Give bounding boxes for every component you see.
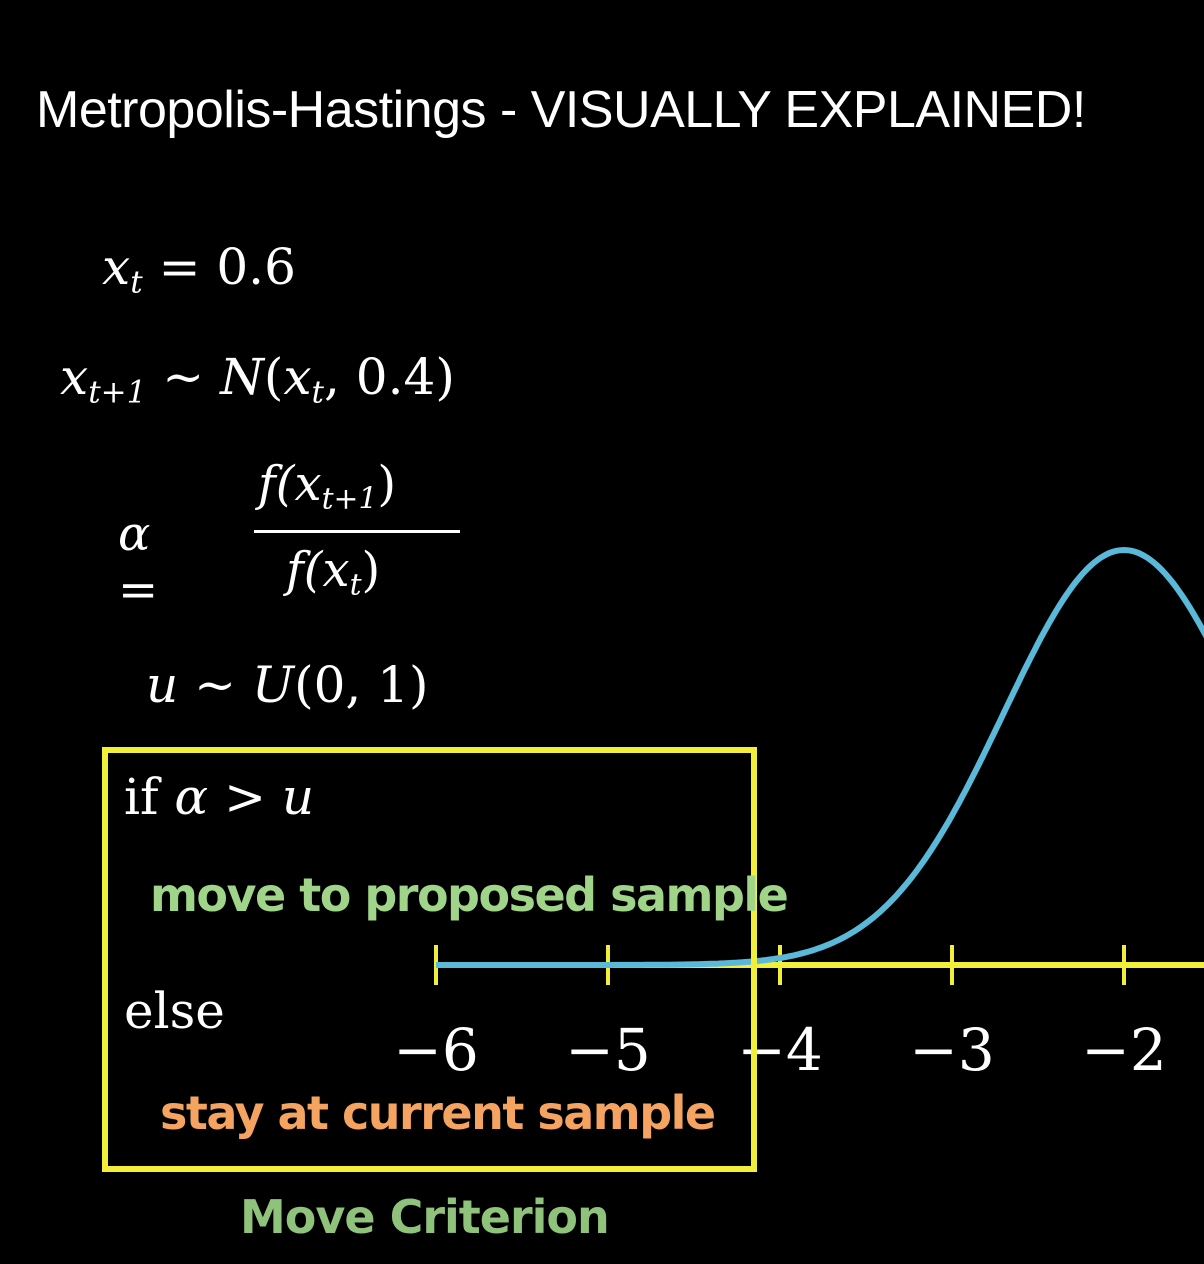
eq4-args: (0, 1)	[294, 656, 429, 714]
equation-uniform: u ~ U(0, 1)	[146, 656, 429, 714]
eq1-var: x	[102, 238, 131, 296]
eq3-den-close: )	[361, 542, 381, 598]
video-title: Metropolis-Hastings - VISUALLY EXPLAINED…	[36, 81, 1086, 139]
if-condition: if α > u	[124, 768, 314, 826]
eq3-den-var: x	[322, 542, 350, 598]
eq1-rhs: = 0.6	[158, 238, 296, 296]
x-tick-label: −5	[565, 1016, 651, 1084]
eq3-num-open: f(	[258, 456, 295, 512]
eq3-num-sub: t+1	[321, 481, 378, 517]
if-keyword: if	[124, 768, 159, 826]
eq2-argsub: t	[311, 374, 325, 411]
density-curve	[436, 546, 1204, 968]
eq3-den-open: f(	[286, 542, 323, 598]
fraction-bar	[254, 530, 460, 533]
x-tick-label: −6	[393, 1016, 479, 1084]
eq4-var: u	[146, 656, 179, 714]
eq2-var: x	[60, 348, 89, 406]
eq3-num-var: x	[294, 456, 322, 512]
eq3-den-sub: t	[349, 567, 362, 603]
eq4-dist: U	[251, 656, 295, 714]
move-criterion-caption: Move Criterion	[240, 1190, 610, 1244]
move-criterion-box	[102, 747, 757, 1172]
equation-current-state: xt = 0.6	[102, 238, 296, 301]
eq2-argvar: x	[283, 348, 312, 406]
eq2-close: , 0.4)	[324, 348, 455, 406]
eq3-numerator: f(xt+1)	[258, 456, 396, 516]
eq1-sub: t	[130, 264, 143, 301]
reject-action: stay at current sample	[160, 1086, 716, 1140]
eq2-open: (	[263, 348, 284, 406]
x-tick-label: −3	[909, 1016, 995, 1084]
equation-proposal: xt+1 ~ N(xt, 0.4)	[60, 348, 455, 411]
x-tick-label: −2	[1081, 1016, 1167, 1084]
eq2-rel: ~	[162, 348, 205, 406]
eq4-rel: ~	[194, 656, 237, 714]
accept-action: move to proposed sample	[150, 868, 789, 922]
eq3-denominator: f(xt)	[286, 542, 380, 602]
eq2-sub: t+1	[88, 374, 147, 411]
if-cond: α > u	[174, 768, 315, 826]
eq2-dist: N	[220, 348, 264, 406]
eq3-num-close: )	[377, 456, 397, 512]
eq3-lhs: α =	[118, 506, 159, 618]
else-keyword: else	[124, 982, 225, 1040]
